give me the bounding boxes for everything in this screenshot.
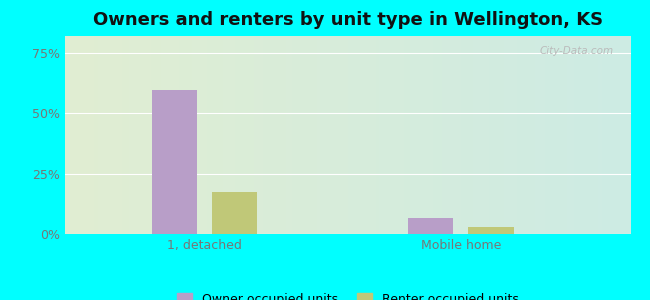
Bar	[151, 90, 197, 234]
Text: City-Data.com: City-Data.com	[540, 46, 614, 56]
Legend: Owner occupied units, Renter occupied units: Owner occupied units, Renter occupied un…	[172, 288, 524, 300]
Bar	[212, 192, 257, 234]
Title: Owners and renters by unit type in Wellington, KS: Owners and renters by unit type in Welli…	[93, 11, 603, 29]
Bar	[469, 227, 514, 234]
Bar	[408, 218, 453, 234]
